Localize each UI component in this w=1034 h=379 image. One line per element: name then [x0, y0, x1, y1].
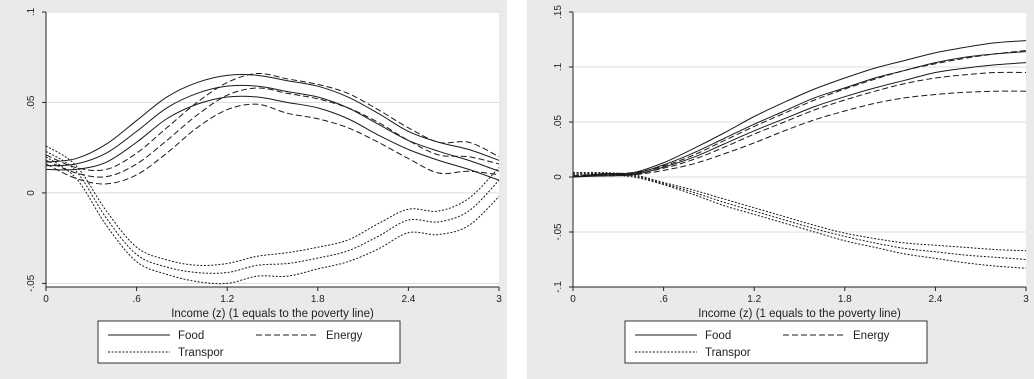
series-line-food-2 [45, 95, 500, 181]
series-line-food-0 [572, 40, 1027, 178]
series-line-transpor-8 [572, 174, 1027, 269]
y-tick-label: .1 [553, 62, 564, 71]
left-chart: -.05 0 .05 .1 0 .6 1.2 1.8 2.4 3 Income (z) (1 equ… [26, 7, 502, 364]
x-tick-label: 0 [43, 294, 49, 305]
right-chart-panel: -.1 -.05 0 .05 .1 .15 0 .6 1.2 1.8 2.4 3 Income (z) … [527, 0, 1034, 379]
series-line-energy-3 [45, 72, 500, 172]
series-line-transpor-7 [572, 173, 1027, 260]
x-tick-label: 2.4 [928, 294, 942, 305]
x-tick-label: 3 [496, 294, 502, 305]
x-tick-label: .6 [132, 294, 141, 305]
legend-box [97, 320, 401, 364]
legend-label-food: Food [705, 330, 731, 342]
y-tick-label: .1 [26, 7, 37, 16]
left-chart-panel: -.05 0 .05 .1 0 .6 1.2 1.8 2.4 3 Income (z) (1 equ… [0, 0, 507, 379]
x-tick-label: 0 [570, 294, 576, 305]
y-tick-label: .05 [553, 115, 564, 129]
x-tick-label: 2.4 [401, 294, 415, 305]
series-line-energy-4 [45, 87, 500, 178]
right-chart: -.1 -.05 0 .05 .1 .15 0 .6 1.2 1.8 2.4 3 Income (z) … [553, 5, 1029, 364]
y-tick-label: -.05 [26, 274, 37, 292]
legend-label-transpor: Transpor [705, 347, 751, 359]
x-tick-label: .6 [659, 294, 668, 305]
y-tick-label: .15 [553, 5, 564, 19]
x-tick-label: 1.2 [220, 294, 234, 305]
y-tick-label: 0 [26, 190, 37, 196]
series-line-energy-5 [45, 103, 500, 185]
y-tick-label: -.1 [553, 281, 564, 293]
series-line-transpor-8 [45, 156, 500, 285]
y-tick-label: .05 [26, 95, 37, 109]
plot-area [46, 12, 499, 287]
legend-label-transpor: Transpor [178, 347, 224, 359]
x-axis-title: Income (z) (1 equals to the poverty line… [698, 308, 901, 320]
x-tick-label: 3 [1023, 294, 1029, 305]
y-tick-label: -.05 [553, 223, 564, 241]
series-line-energy-5 [572, 90, 1027, 177]
x-tick-label: 1.8 [311, 294, 325, 305]
y-tick-label: 0 [553, 174, 564, 180]
series-line-food-1 [45, 84, 500, 172]
legend-label-energy: Energy [853, 330, 890, 342]
series-line-energy-3 [572, 50, 1027, 177]
legend-label-energy: Energy [326, 330, 363, 342]
x-axis-title: Income (z) (1 equals to the poverty line… [171, 308, 374, 320]
x-tick-label: 1.2 [747, 294, 761, 305]
plot-area [573, 12, 1026, 287]
series-line-transpor-7 [45, 150, 500, 274]
x-tick-label: 1.8 [838, 294, 852, 305]
series-line-transpor-6 [572, 171, 1027, 252]
series-line-transpor-6 [45, 145, 500, 266]
legend-box [624, 320, 928, 364]
series-line-energy-4 [572, 71, 1027, 177]
series-line-food-0 [45, 74, 500, 163]
legend-label-food: Food [178, 330, 204, 342]
